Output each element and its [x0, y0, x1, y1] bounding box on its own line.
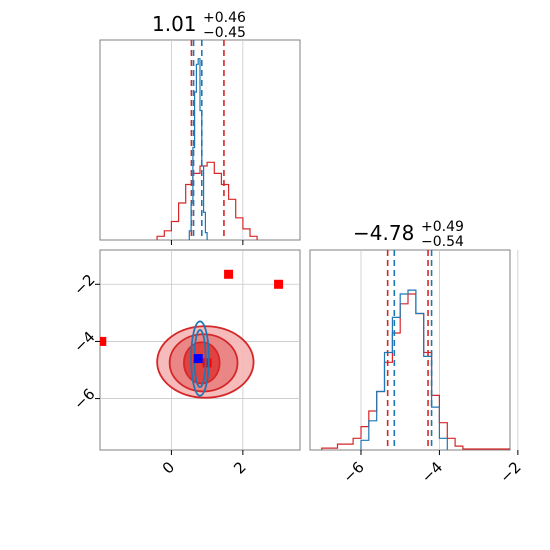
panel-bottom-left-frame [99, 249, 301, 451]
tick-label-param2-y-0: −2 [70, 271, 98, 299]
title-param2-sup: +0.49 [421, 219, 464, 235]
point-red-3 [202, 358, 212, 368]
panel-bottom-right-frame [309, 249, 511, 451]
tick-label-param2-y-2: −6 [70, 385, 98, 413]
hist-param1-blue [188, 58, 208, 240]
title-param1-sup: +0.46 [203, 10, 246, 26]
title-param1: 1.01 [152, 12, 197, 36]
tick-label-param2-x-1: −4 [418, 458, 446, 486]
top-left-marks [156, 40, 258, 240]
contour-blue-0 [190, 320, 210, 397]
hist-param1-red [156, 161, 258, 240]
tick-label-param2-y-1: −4 [70, 328, 98, 356]
point-red-2 [100, 336, 107, 346]
bottom-left-marks [100, 269, 284, 399]
tick-label-param1-0: 0 [159, 458, 178, 477]
panel-top-left-frame [99, 39, 301, 241]
hist-param2-red [321, 293, 510, 450]
tick-label-param1-1: 2 [230, 458, 249, 477]
title-param1-sub: −0.45 [203, 25, 246, 41]
tick-label-param2-x-2: −2 [496, 458, 524, 486]
point-blue-0 [193, 354, 203, 364]
title-param2-sub: −0.54 [421, 234, 464, 250]
hist-param2-blue [360, 289, 448, 450]
point-red-0 [224, 269, 234, 279]
bottom-right-marks [321, 250, 510, 450]
title-param2: −4.78 [353, 221, 414, 245]
tick-label-param2-x-0: −6 [339, 458, 367, 486]
title-param2-main: −4.78 [353, 221, 414, 245]
point-red-1 [274, 279, 284, 289]
title-param1-main: 1.01 [152, 12, 197, 36]
